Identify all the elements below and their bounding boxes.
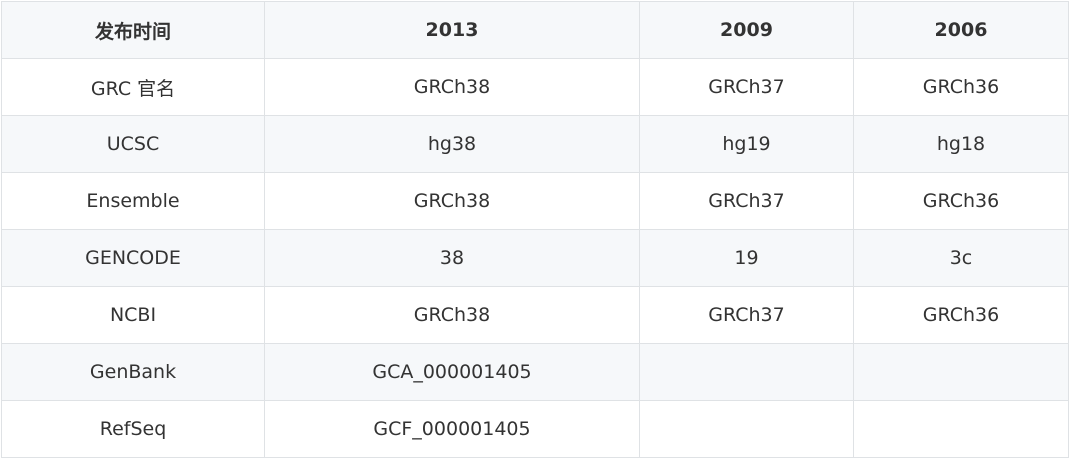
table-cell [639, 400, 854, 458]
table-cell: 19 [639, 229, 854, 287]
table-cell: GCA_000001405 [264, 343, 640, 401]
table-cell: GRCh38 [264, 172, 640, 230]
header-year-2009: 2009 [639, 1, 854, 59]
header-year-2006: 2006 [853, 1, 1069, 59]
table-cell: GRCh38 [264, 286, 640, 344]
genome-version-table: 发布时间 2013 2009 2006 GRC 官名 GRCh38 GRCh37… [1, 1, 1069, 458]
table-row: UCSC hg38 hg19 hg18 [1, 115, 1069, 173]
table-cell: GCF_000001405 [264, 400, 640, 458]
row-label-cell: GenBank [1, 343, 265, 401]
table-cell: 3c [853, 229, 1069, 287]
table-cell: GRCh36 [853, 172, 1069, 230]
header-year-2013: 2013 [264, 1, 640, 59]
table-cell: GRCh38 [264, 58, 640, 116]
table-row: GRC 官名 GRCh38 GRCh37 GRCh36 [1, 58, 1069, 116]
row-label-cell: RefSeq [1, 400, 265, 458]
table-cell [639, 343, 854, 401]
table-cell: GRCh37 [639, 286, 854, 344]
table-row: Ensemble GRCh38 GRCh37 GRCh36 [1, 172, 1069, 230]
row-label-cell: GRC 官名 [1, 58, 265, 116]
table-body: GRC 官名 GRCh38 GRCh37 GRCh36 UCSC hg38 hg… [1, 58, 1069, 458]
table-row: RefSeq GCF_000001405 [1, 400, 1069, 458]
table-row: GenBank GCA_000001405 [1, 343, 1069, 401]
table-row: GENCODE 38 19 3c [1, 229, 1069, 287]
row-label-cell: Ensemble [1, 172, 265, 230]
table-cell: 38 [264, 229, 640, 287]
table-row: NCBI GRCh38 GRCh37 GRCh36 [1, 286, 1069, 344]
row-label-cell: UCSC [1, 115, 265, 173]
row-label-cell: NCBI [1, 286, 265, 344]
table-cell: GRCh37 [639, 58, 854, 116]
table-cell: GRCh37 [639, 172, 854, 230]
table-cell: hg19 [639, 115, 854, 173]
table-header: 发布时间 2013 2009 2006 [1, 1, 1069, 59]
table-cell [853, 343, 1069, 401]
table-cell: hg18 [853, 115, 1069, 173]
row-label-cell: GENCODE [1, 229, 265, 287]
table-cell [853, 400, 1069, 458]
table-cell: GRCh36 [853, 58, 1069, 116]
table-cell: GRCh36 [853, 286, 1069, 344]
header-release-time: 发布时间 [1, 1, 265, 59]
header-row: 发布时间 2013 2009 2006 [1, 1, 1069, 59]
table-cell: hg38 [264, 115, 640, 173]
